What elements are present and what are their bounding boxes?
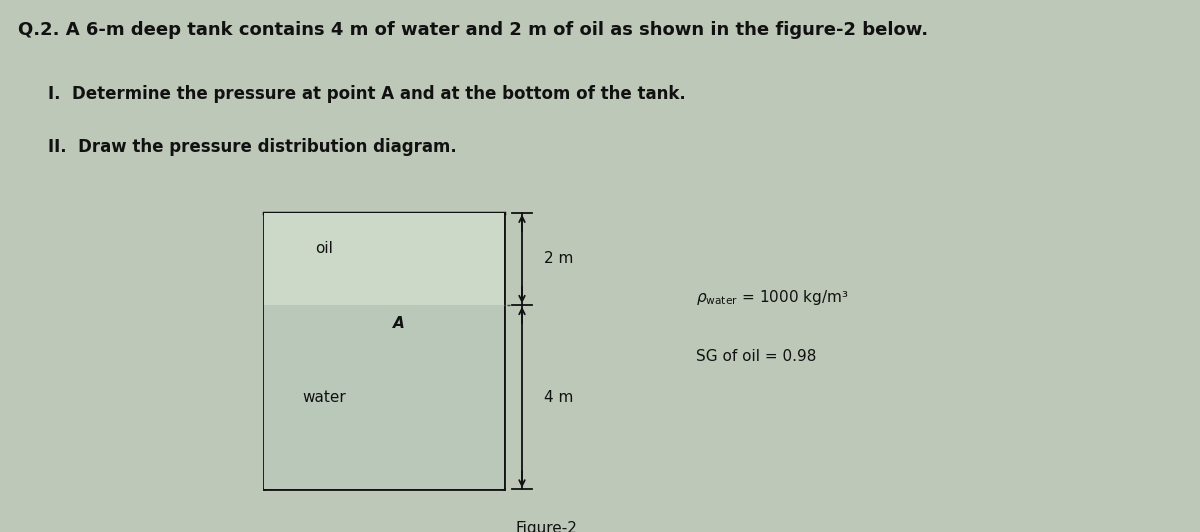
Text: II.  Draw the pressure distribution diagram.: II. Draw the pressure distribution diagr… [48, 138, 457, 156]
Text: I.  Determine the pressure at point A and at the bottom of the tank.: I. Determine the pressure at point A and… [48, 85, 685, 103]
Text: oil: oil [316, 241, 332, 256]
Text: Figure-2: Figure-2 [515, 521, 577, 532]
Text: 4 m: 4 m [544, 390, 572, 405]
Text: $\rho_{\mathrm{water}}$ = 1000 kg/m³: $\rho_{\mathrm{water}}$ = 1000 kg/m³ [696, 288, 848, 307]
Text: water: water [302, 390, 346, 405]
Text: SG of oil = 0.98: SG of oil = 0.98 [696, 349, 816, 364]
Text: Q.2. A 6-m deep tank contains 4 m of water and 2 m of oil as shown in the figure: Q.2. A 6-m deep tank contains 4 m of wat… [18, 21, 928, 39]
Text: A: A [392, 315, 404, 331]
Text: 2 m: 2 m [544, 252, 572, 267]
